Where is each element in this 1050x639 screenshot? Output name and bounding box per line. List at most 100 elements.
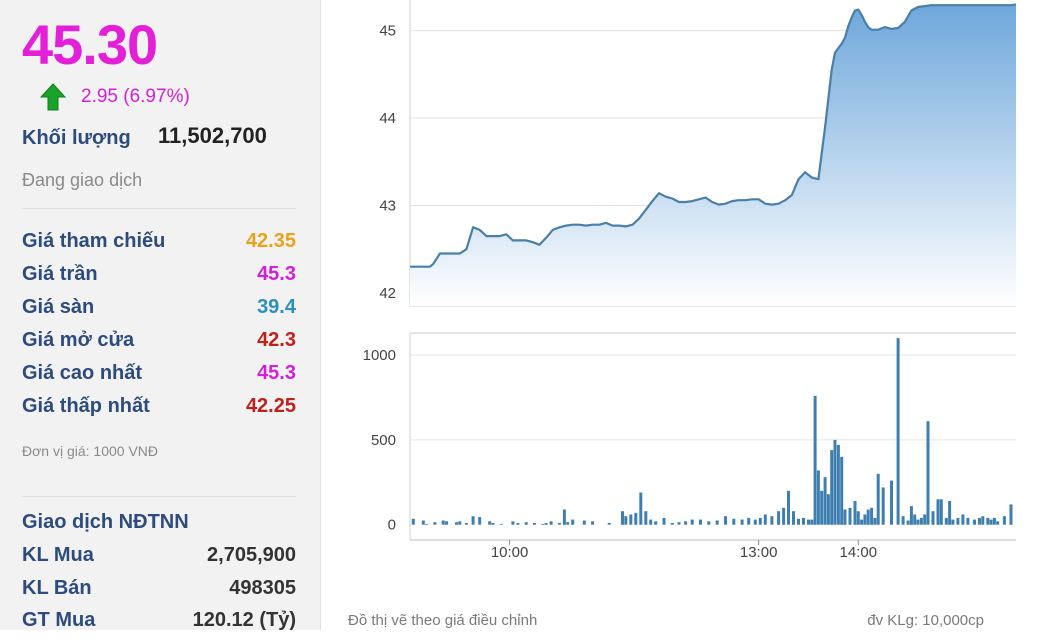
volume-bar [499, 523, 503, 525]
stat-value: 42.35 [245, 230, 296, 252]
volume-bar [758, 517, 762, 525]
volume-bar [944, 517, 948, 525]
volume-bar [1002, 516, 1006, 525]
volume-bar [433, 522, 437, 525]
volume-bar [826, 494, 830, 525]
volume-bar [813, 395, 817, 525]
volume-bar [524, 522, 528, 525]
volume-bar [863, 514, 867, 525]
volume-bar [441, 520, 445, 525]
stat-value: 45.3 [257, 362, 296, 384]
stat-open-price: Giá mở cửa 42.3 [22, 329, 296, 359]
stat-reference-price: Giá tham chiếu 42.35 [22, 230, 296, 260]
stat-label: Giá sàn [22, 296, 95, 318]
stat-ceiling-price: Giá trần 45.3 [22, 263, 296, 293]
volume-bar [876, 473, 880, 525]
volume-unit-note: đv KLg: 10,000cp [867, 612, 984, 629]
volume-bar [549, 521, 553, 525]
price-area-fill [410, 4, 1016, 307]
volume-bar [830, 450, 834, 525]
volume-bar [936, 499, 940, 525]
foreign-sell-volume: KL Bán 498305 [22, 577, 296, 607]
volume-bar [707, 521, 711, 525]
volume-bar [782, 507, 786, 525]
stat-label: Giá mở cửa [22, 329, 135, 351]
volume-bar [951, 519, 955, 525]
volume-bar [421, 520, 425, 525]
volume-bar [923, 514, 927, 525]
volume-bar [464, 523, 468, 525]
volume-value: 11,502,700 [158, 123, 267, 148]
foreign-value: 2,705,900 [207, 544, 296, 566]
foreign-label: KL Bán [22, 577, 92, 599]
volume-bar [455, 522, 458, 525]
volume-bar [873, 517, 877, 525]
volume-bar [906, 520, 910, 525]
chart-adjusted-note: Đồ thị vẽ theo giá điều chỉnh [348, 612, 537, 629]
volume-bar [670, 523, 674, 525]
volume-bar [458, 521, 462, 525]
foreign-value: 120.12 (Tỷ) [192, 609, 296, 631]
volume-bar [787, 490, 790, 525]
price-y-tick-label: 42 [379, 285, 396, 302]
volume-bar [621, 511, 624, 525]
volume-bar [649, 519, 653, 525]
volume-bar [823, 477, 827, 525]
volume-bar [973, 519, 976, 525]
volume-bar [516, 523, 520, 525]
volume-bar [471, 516, 475, 525]
volume-bar [677, 522, 681, 525]
volume-bar [939, 499, 943, 525]
volume-bar [491, 523, 495, 525]
volume-bar [966, 517, 970, 525]
volume-bar [901, 516, 905, 525]
volume-bar [629, 514, 633, 525]
volume-bar [890, 480, 893, 525]
stat-label: Giá tham chiếu [22, 230, 166, 252]
stat-value: 42.3 [257, 329, 296, 351]
volume-bar [747, 517, 751, 525]
stat-value: 39.4 [257, 296, 296, 318]
volume-bar [792, 511, 795, 525]
volume-bar [916, 519, 920, 525]
volume-bar [989, 519, 993, 525]
volume-bar [740, 519, 744, 525]
volume-bar [913, 514, 917, 525]
volume-bar [926, 421, 930, 525]
volume-bar [488, 521, 492, 525]
volume-bar [881, 487, 885, 525]
volume-bar [810, 519, 814, 525]
volume-bar [856, 511, 860, 525]
foreign-buy-value: GT Mua 120.12 (Tỷ) [22, 609, 296, 639]
volume-label: Khối lượng [22, 127, 131, 149]
volume-y-tick-label: 1000 [363, 347, 396, 364]
price-chart: 42 43 44 45 [379, 0, 1017, 307]
volume-bar [715, 520, 719, 525]
foreign-trading-title: Giao dịch NĐTNN [22, 511, 189, 533]
volume-bar [860, 519, 864, 525]
volume-bar [870, 507, 874, 525]
stat-floor-price: Giá sàn 39.4 [22, 296, 296, 326]
volume-y-tick-label: 500 [371, 432, 396, 449]
stat-low-price: Giá thấp nhất 42.25 [22, 395, 296, 425]
volume-bar [544, 523, 548, 525]
price-change: 2.95 (6.97%) [81, 86, 190, 107]
price-y-tick-label: 43 [379, 197, 396, 214]
volume-bar [777, 511, 781, 525]
stat-high-price: Giá cao nhất 45.3 [22, 362, 296, 392]
volume-bar [992, 517, 996, 525]
volume-chart: 0 500 1000 10:00 13:00 14:00 [363, 332, 1016, 561]
volume-bar [634, 512, 638, 525]
volume-bar [557, 523, 561, 525]
volume-bar [1009, 504, 1013, 525]
trading-status: Đang giao dịch [22, 170, 143, 190]
current-price: 45.30 [22, 13, 158, 76]
volume-bar [732, 518, 736, 525]
volume-bar [541, 523, 545, 525]
time-tick-label: 14:00 [840, 544, 878, 561]
volume-bar [853, 501, 857, 525]
volume-bar [840, 456, 844, 525]
quote-panel: 45.30 2.95 (6.97%) Khối lượng 11,502,700… [0, 0, 321, 631]
volume-bar [662, 517, 666, 525]
